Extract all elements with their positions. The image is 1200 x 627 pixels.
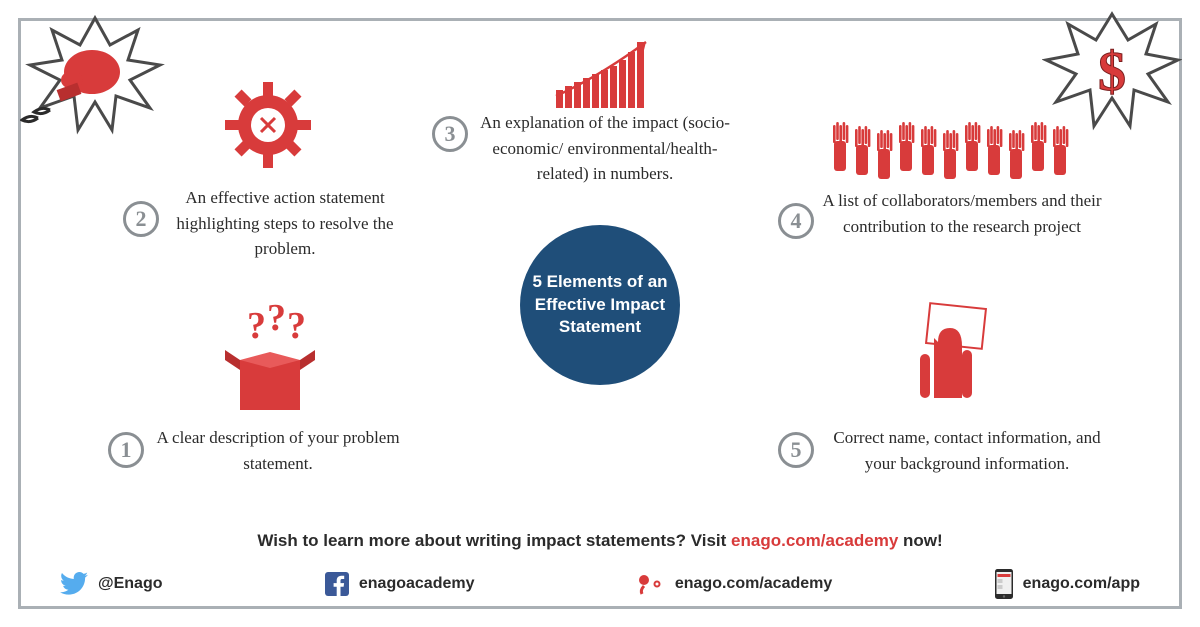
badge-1: 1	[108, 432, 144, 468]
social-row: @Enago enagoacademy enago.com/academy	[40, 569, 1160, 599]
gear-tools-icon	[223, 80, 313, 175]
badge-4: 4	[778, 203, 814, 239]
badge-2: 2	[123, 201, 159, 237]
twitter-icon	[60, 572, 88, 596]
corner-burst-glove	[20, 10, 170, 145]
social-label: enago.com/academy	[675, 575, 832, 593]
bar-chart-arrow-icon	[550, 36, 660, 116]
enago-icon	[637, 573, 665, 595]
cta-prefix: Wish to learn more about writing impact …	[257, 531, 731, 550]
facebook-icon	[325, 572, 349, 596]
center-title: 5 Elements of an Effective Impact Statem…	[532, 271, 668, 340]
item-1: A clear description of your problem stat…	[148, 425, 408, 476]
svg-text:?: ?	[287, 305, 306, 347]
phone-icon	[995, 569, 1013, 599]
center-circle: 5 Elements of an Effective Impact Statem…	[520, 225, 680, 385]
footer: Wish to learn more about writing impact …	[40, 531, 1160, 599]
svg-text:?: ?	[247, 305, 266, 347]
item-5: Correct name, contact information, and y…	[822, 425, 1112, 476]
svg-text:?: ?	[267, 300, 286, 339]
cta-text: Wish to learn more about writing impact …	[40, 531, 1160, 551]
social-label: enago.com/app	[1023, 575, 1140, 593]
social-facebook[interactable]: enagoacademy	[325, 572, 475, 596]
item-2: An effective action statement highlighti…	[165, 185, 405, 262]
hand-card-icon	[890, 298, 1000, 413]
badge-3: 3	[432, 116, 468, 152]
social-label: enagoacademy	[359, 575, 475, 593]
cta-suffix: now!	[898, 531, 942, 550]
social-label: @Enago	[98, 575, 163, 593]
social-app[interactable]: enago.com/app	[995, 569, 1140, 599]
badge-5: 5	[778, 432, 814, 468]
item-4: A list of collaborators/members and thei…	[822, 188, 1102, 239]
raised-hands-icon	[830, 105, 1080, 185]
cta-link[interactable]: enago.com/academy	[731, 531, 898, 550]
social-enago[interactable]: enago.com/academy	[637, 573, 832, 595]
box-questions-icon: ? ? ?	[215, 300, 325, 425]
item-3: An explanation of the impact (socio-econ…	[475, 110, 735, 187]
svg-text:$: $	[1098, 41, 1126, 103]
social-twitter[interactable]: @Enago	[60, 572, 163, 596]
